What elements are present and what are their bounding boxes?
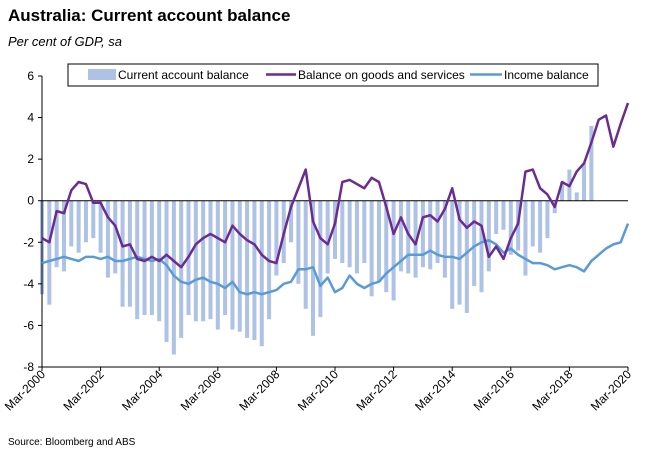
line-goods-services <box>41 102 630 269</box>
y-tick-label: 0 <box>27 194 34 208</box>
bar <box>164 200 169 343</box>
bar <box>340 200 345 264</box>
bar <box>91 200 96 239</box>
bar <box>354 200 359 274</box>
bar <box>472 200 477 286</box>
bar <box>538 200 543 253</box>
bar <box>215 200 220 330</box>
bar <box>171 200 176 355</box>
legend-label-income: Income balance <box>504 68 589 82</box>
bar <box>391 200 396 301</box>
bar <box>237 200 242 332</box>
bar <box>223 200 228 316</box>
bar <box>582 163 587 201</box>
bar <box>98 200 103 253</box>
bar <box>545 200 550 239</box>
bar <box>193 200 198 322</box>
y-tick-label: -8 <box>23 360 34 374</box>
x-tick-label: Mar-2004 <box>119 367 165 413</box>
bar <box>435 200 440 264</box>
bar <box>318 200 323 318</box>
legend: Current account balance Balance on goods … <box>67 63 599 87</box>
bar <box>428 200 433 270</box>
x-tick-label: Mar-2010 <box>295 367 341 413</box>
bar <box>413 200 418 278</box>
bar <box>362 200 367 264</box>
bar <box>120 200 125 307</box>
bar <box>69 200 74 247</box>
bar <box>47 200 52 305</box>
bar <box>325 200 330 274</box>
bar <box>523 200 528 276</box>
chart-subtitle: Per cent of GDP, sa <box>8 34 122 49</box>
y-tick-label: 4 <box>27 111 34 125</box>
bar <box>560 182 565 201</box>
bar <box>501 200 506 230</box>
bar <box>274 200 279 276</box>
chart-source: Source: Bloomberg and ABS <box>8 437 136 448</box>
bar <box>76 200 81 253</box>
bar <box>208 200 213 320</box>
bar <box>347 200 352 268</box>
bar <box>113 200 118 274</box>
y-tick-label: -4 <box>23 277 34 291</box>
bar <box>303 200 308 309</box>
legend-box <box>67 63 599 87</box>
legend-swatch-current-account <box>88 69 116 80</box>
bar <box>252 200 257 340</box>
x-tick-label: Mar-2006 <box>178 367 224 413</box>
bar <box>54 200 59 268</box>
bar <box>494 200 499 234</box>
x-tick-label: Mar-2020 <box>588 367 634 413</box>
bar <box>574 192 579 201</box>
bar <box>464 200 469 313</box>
bar <box>289 200 294 243</box>
bar <box>245 200 250 338</box>
y-tick-label: 2 <box>27 152 34 166</box>
bar <box>420 200 425 268</box>
chart-title: Australia: Current account balance <box>8 6 291 25</box>
bar <box>105 200 110 278</box>
x-tick-label: Mar-2018 <box>529 367 575 413</box>
bar <box>296 200 301 284</box>
bar <box>450 200 455 309</box>
bar <box>127 200 132 307</box>
bar <box>376 200 381 282</box>
bar <box>384 200 389 293</box>
bar <box>61 200 66 272</box>
y-tick-label: -2 <box>23 235 34 249</box>
bar <box>589 125 594 201</box>
y-tick-label: 6 <box>27 69 34 83</box>
bar <box>369 200 374 297</box>
y-tick-label: -6 <box>23 318 34 332</box>
legend-label-goods-services: Balance on goods and services <box>298 68 465 82</box>
bar <box>179 200 184 338</box>
bar <box>457 200 462 305</box>
bar <box>530 200 535 247</box>
bar <box>398 200 403 272</box>
bar <box>508 200 513 255</box>
x-tick-label: Mar-2002 <box>61 367 107 413</box>
bar <box>259 200 264 347</box>
bar <box>442 200 447 278</box>
bar <box>479 200 484 293</box>
x-tick-label: Mar-2016 <box>471 367 517 413</box>
x-tick-label: Mar-2008 <box>236 367 282 413</box>
x-tick-label: Mar-2012 <box>354 367 400 413</box>
legend-label-current-account: Current account balance <box>118 68 249 82</box>
bar <box>406 200 411 274</box>
line-income-balance <box>41 223 630 296</box>
bar <box>230 200 235 330</box>
x-tick-label: Mar-2014 <box>412 367 458 413</box>
bar <box>332 200 338 259</box>
bar <box>83 200 88 243</box>
bar <box>201 200 206 322</box>
bar <box>486 200 491 272</box>
